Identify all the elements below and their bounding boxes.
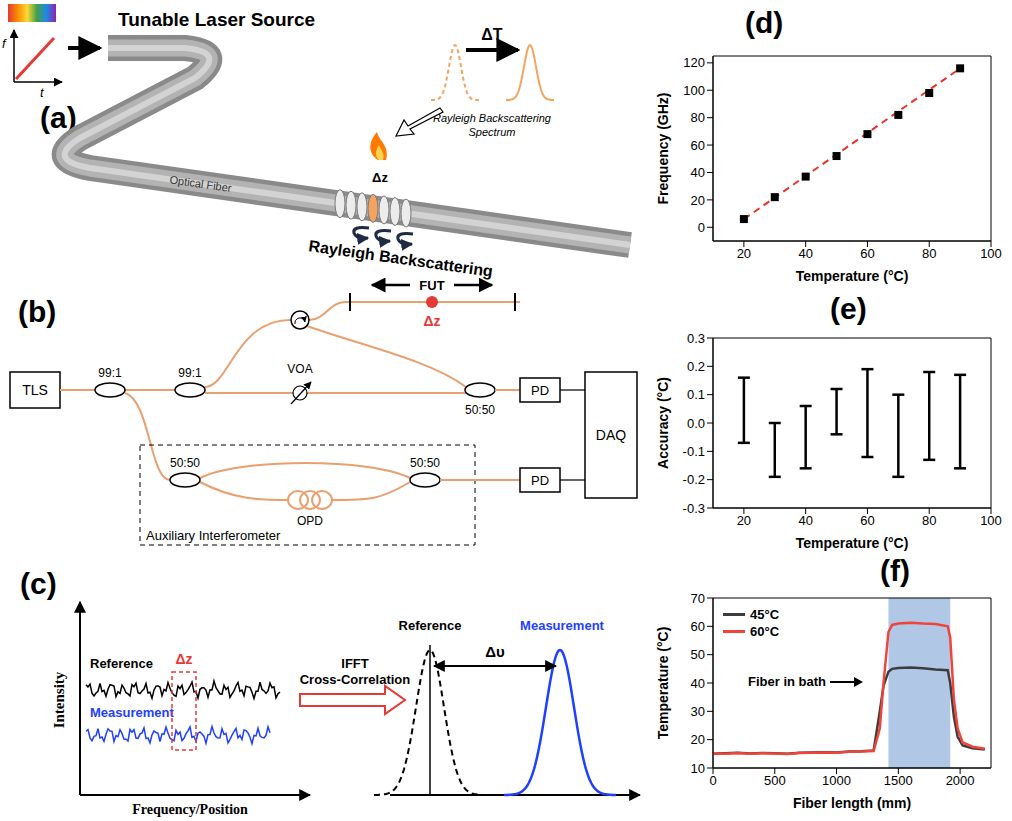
svg-text:50:50: 50:50: [410, 456, 440, 470]
svg-text:Δυ: Δυ: [485, 643, 505, 660]
svg-text:Measurement: Measurement: [520, 618, 604, 633]
svg-text:VOA: VOA: [287, 362, 312, 376]
svg-text:Temperature (°C): Temperature (°C): [655, 627, 671, 740]
svg-text:60: 60: [691, 619, 705, 634]
svg-text:Auxiliary Interferometer: Auxiliary Interferometer: [146, 528, 281, 543]
svg-text:0.0: 0.0: [687, 416, 705, 431]
svg-text:Spectrum: Spectrum: [468, 126, 515, 138]
svg-text:70: 70: [691, 591, 705, 606]
html-text:(d): (d): [745, 6, 784, 39]
svg-text:-0.2: -0.2: [683, 472, 705, 487]
svg-text:PD: PD: [531, 383, 549, 398]
svg-text:Temperature (°C): Temperature (°C): [796, 535, 909, 551]
svg-text:40: 40: [798, 513, 812, 528]
svg-text:OPD: OPD: [297, 514, 323, 528]
svg-text:Accuracy (°C): Accuracy (°C): [655, 377, 671, 469]
html-text:60°C: 60°C: [750, 624, 779, 639]
svg-text:99:1: 99:1: [178, 366, 202, 380]
svg-text:80: 80: [922, 513, 936, 528]
svg-text:Frequency/Position: Frequency/Position: [132, 802, 248, 817]
svg-text:60: 60: [691, 138, 705, 153]
svg-text:0.1: 0.1: [687, 387, 705, 402]
svg-text:120: 120: [683, 55, 705, 70]
svg-text:ΔT: ΔT: [481, 26, 503, 43]
svg-text:30: 30: [691, 704, 705, 719]
html-text:(f): (f): [880, 554, 910, 587]
svg-text:100: 100: [980, 513, 1002, 528]
svg-text:20: 20: [691, 193, 705, 208]
svg-text:50: 50: [691, 647, 705, 662]
svg-text:Intensity: Intensity: [51, 671, 67, 728]
svg-text:20: 20: [737, 513, 751, 528]
svg-text:20: 20: [691, 732, 705, 747]
svg-text:80: 80: [922, 246, 936, 261]
svg-text:0.3: 0.3: [687, 331, 705, 346]
svg-text:100: 100: [683, 83, 705, 98]
svg-text:-0.1: -0.1: [683, 444, 705, 459]
svg-text:99:1: 99:1: [98, 366, 122, 380]
svg-text:80: 80: [691, 110, 705, 125]
svg-text:(a): (a): [40, 101, 77, 134]
svg-text:Tunable Laser Source: Tunable Laser Source: [118, 9, 315, 30]
svg-text:0: 0: [698, 220, 705, 235]
svg-text:(c): (c): [20, 567, 57, 600]
svg-text:(b): (b): [18, 295, 56, 328]
svg-text:10: 10: [691, 761, 705, 776]
svg-text:IFFT: IFFT: [341, 656, 368, 671]
svg-text:1000: 1000: [822, 773, 851, 788]
svg-text:t: t: [40, 85, 45, 100]
svg-text:TLS: TLS: [22, 382, 48, 398]
svg-text:Optical Fiber: Optical Fiber: [169, 173, 233, 194]
svg-text:Δz: Δz: [372, 170, 388, 185]
svg-text:50:50: 50:50: [465, 403, 495, 417]
svg-text:50:50: 50:50: [170, 456, 200, 470]
svg-text:Fiber length (mm): Fiber length (mm): [793, 795, 911, 811]
svg-text:40: 40: [691, 165, 705, 180]
svg-text:DAQ: DAQ: [596, 427, 626, 443]
svg-text:2000: 2000: [946, 773, 975, 788]
svg-text:Measurement: Measurement: [90, 705, 174, 720]
svg-text:-0.3: -0.3: [683, 501, 705, 516]
html-text:(e): (e): [830, 292, 867, 325]
svg-text:FUT: FUT: [419, 278, 444, 293]
svg-text:0: 0: [709, 773, 716, 788]
svg-text:Rayleigh Backscattering: Rayleigh Backscattering: [308, 237, 494, 280]
svg-text:f: f: [2, 36, 7, 51]
svg-text:Δz: Δz: [423, 313, 440, 329]
svg-text:1500: 1500: [884, 773, 913, 788]
svg-text:40: 40: [798, 246, 812, 261]
svg-text:Rayleigh Backscattering: Rayleigh Backscattering: [433, 112, 552, 124]
svg-text:Reference: Reference: [399, 618, 462, 633]
svg-text:Δz: Δz: [175, 651, 192, 667]
svg-text:500: 500: [764, 773, 786, 788]
svg-text:PD: PD: [531, 473, 549, 488]
html-text:Fiber in bath: Fiber in bath: [748, 674, 826, 689]
svg-text:0.2: 0.2: [687, 359, 705, 374]
html-text:45°C: 45°C: [750, 607, 779, 622]
svg-text:60: 60: [860, 246, 874, 261]
svg-text:Temperature (°C): Temperature (°C): [796, 268, 909, 284]
svg-text:Cross-Correlation: Cross-Correlation: [300, 672, 411, 687]
svg-text:Reference: Reference: [90, 656, 153, 671]
svg-text:40: 40: [691, 676, 705, 691]
svg-text:100: 100: [980, 246, 1002, 261]
svg-text:Frequency (GHz): Frequency (GHz): [655, 92, 671, 204]
svg-text:60: 60: [860, 513, 874, 528]
svg-text:20: 20: [737, 246, 751, 261]
